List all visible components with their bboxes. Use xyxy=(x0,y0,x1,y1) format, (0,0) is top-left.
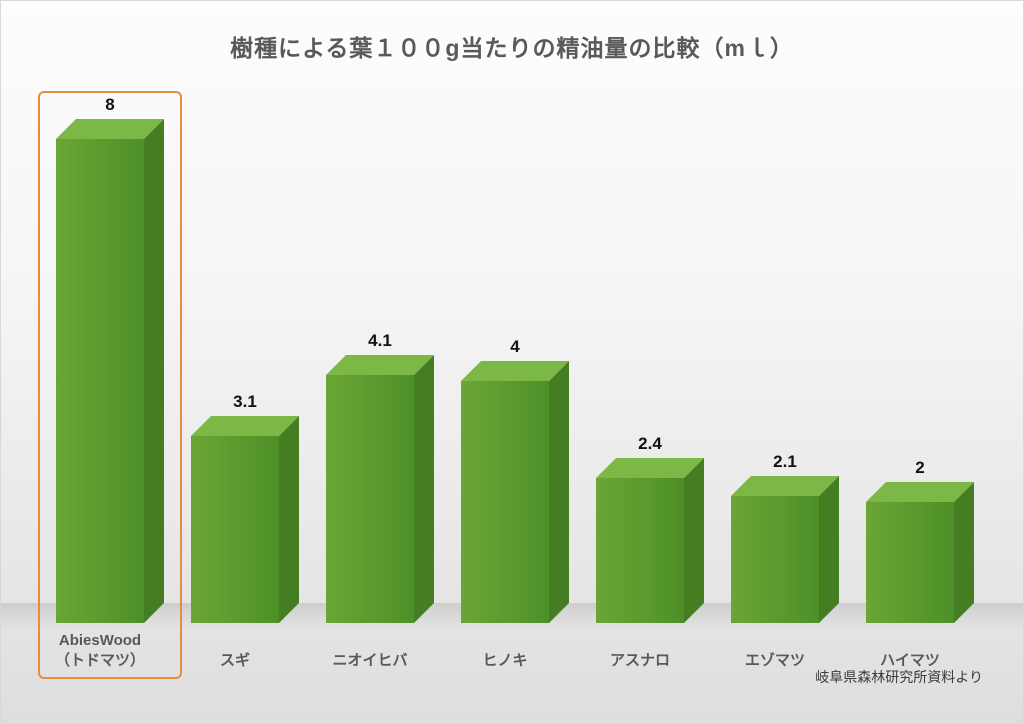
category-label: エゾマツ xyxy=(716,651,834,671)
highlight-box xyxy=(38,91,182,679)
bar-front xyxy=(866,502,954,623)
bar-front xyxy=(731,496,819,623)
bar-value-label: 4.1 xyxy=(336,331,424,351)
bar-side xyxy=(549,361,569,623)
bar: 4 xyxy=(461,381,549,623)
bar-front xyxy=(461,381,549,623)
bar-side xyxy=(684,458,704,623)
bar: 3.1 xyxy=(191,436,279,623)
bar-value-label: 3.1 xyxy=(201,392,289,412)
chart-stage: 樹種による葉１００g当たりの精油量の比較（mｌ） 83.14.142.42.12… xyxy=(0,0,1024,724)
bar-side xyxy=(819,476,839,623)
bar-front xyxy=(326,375,414,623)
category-label: ヒノキ xyxy=(446,651,564,671)
bar: 2.4 xyxy=(596,478,684,623)
bar-front xyxy=(596,478,684,623)
bar: 4.1 xyxy=(326,375,414,623)
bar-side xyxy=(414,355,434,623)
bar-front xyxy=(191,436,279,623)
bar: 2 xyxy=(866,502,954,623)
category-label: ニオイヒバ xyxy=(311,651,429,671)
bar: 2.1 xyxy=(731,496,819,623)
category-label: ハイマツ xyxy=(851,651,969,671)
bar-value-label: 2.1 xyxy=(741,452,829,472)
bar-side xyxy=(279,416,299,623)
bar-side xyxy=(954,482,974,623)
category-label: アスナロ xyxy=(581,651,699,671)
chart-title: 樹種による葉１００g当たりの精油量の比較（mｌ） xyxy=(1,29,1023,63)
bar-value-label: 4 xyxy=(471,337,559,357)
category-label: スギ xyxy=(176,651,294,671)
bar-value-label: 2.4 xyxy=(606,434,694,454)
bar-value-label: 2 xyxy=(876,458,964,478)
